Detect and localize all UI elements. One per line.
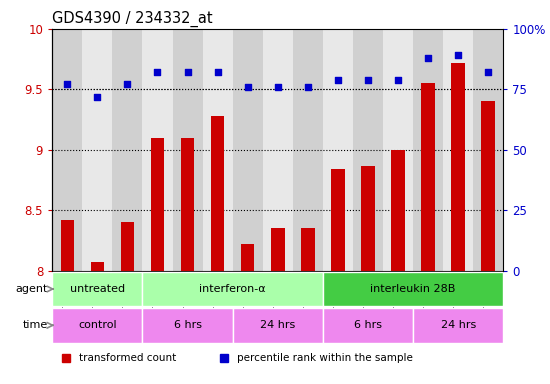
Bar bbox=[323, 308, 413, 343]
Bar bbox=[391, 150, 405, 271]
Point bbox=[213, 69, 222, 75]
Point bbox=[394, 76, 403, 83]
Text: control: control bbox=[78, 320, 117, 330]
Point bbox=[273, 84, 282, 90]
Bar bbox=[181, 138, 194, 271]
Bar bbox=[52, 29, 82, 271]
Bar bbox=[211, 116, 224, 271]
Point bbox=[153, 69, 162, 75]
Bar bbox=[323, 271, 503, 306]
Bar bbox=[481, 101, 495, 271]
Text: time: time bbox=[23, 320, 48, 330]
Bar bbox=[383, 29, 413, 271]
Bar bbox=[52, 308, 142, 343]
Bar bbox=[60, 220, 74, 271]
Bar bbox=[353, 29, 383, 271]
Point bbox=[454, 52, 463, 58]
Bar bbox=[202, 29, 233, 271]
Text: percentile rank within the sample: percentile rank within the sample bbox=[237, 353, 413, 363]
Bar bbox=[120, 222, 134, 271]
Point bbox=[63, 81, 72, 88]
Bar bbox=[241, 244, 255, 271]
Text: 6 hrs: 6 hrs bbox=[354, 320, 382, 330]
Bar bbox=[91, 262, 104, 271]
Bar bbox=[413, 29, 443, 271]
Point bbox=[304, 84, 312, 90]
Text: agent: agent bbox=[15, 284, 48, 294]
Text: interleukin 28B: interleukin 28B bbox=[370, 284, 456, 294]
Text: 6 hrs: 6 hrs bbox=[174, 320, 201, 330]
Bar bbox=[323, 29, 353, 271]
Text: 24 hrs: 24 hrs bbox=[260, 320, 295, 330]
Bar bbox=[112, 29, 142, 271]
Point bbox=[123, 81, 132, 88]
Bar bbox=[142, 29, 173, 271]
Point bbox=[364, 76, 372, 83]
Text: 24 hrs: 24 hrs bbox=[441, 320, 476, 330]
Bar bbox=[173, 29, 202, 271]
Text: interferon-α: interferon-α bbox=[199, 284, 266, 294]
Bar bbox=[271, 228, 284, 271]
Bar bbox=[233, 308, 323, 343]
Text: transformed count: transformed count bbox=[79, 353, 177, 363]
Bar bbox=[151, 138, 164, 271]
Bar bbox=[452, 63, 465, 271]
Bar bbox=[142, 308, 233, 343]
Point bbox=[484, 69, 493, 75]
Bar bbox=[233, 29, 263, 271]
Point bbox=[93, 93, 102, 99]
Bar bbox=[142, 271, 323, 306]
Bar bbox=[443, 29, 473, 271]
Point bbox=[183, 69, 192, 75]
Bar bbox=[361, 166, 375, 271]
Bar bbox=[301, 228, 315, 271]
Text: untreated: untreated bbox=[70, 284, 125, 294]
Bar bbox=[263, 29, 293, 271]
Point bbox=[424, 55, 432, 61]
Point bbox=[333, 76, 342, 83]
Bar bbox=[331, 169, 345, 271]
Bar bbox=[421, 83, 435, 271]
Bar bbox=[413, 308, 503, 343]
Bar bbox=[82, 29, 112, 271]
Point bbox=[243, 84, 252, 90]
Bar bbox=[473, 29, 503, 271]
Bar bbox=[293, 29, 323, 271]
Text: GDS4390 / 234332_at: GDS4390 / 234332_at bbox=[52, 11, 213, 27]
Bar bbox=[52, 271, 142, 306]
